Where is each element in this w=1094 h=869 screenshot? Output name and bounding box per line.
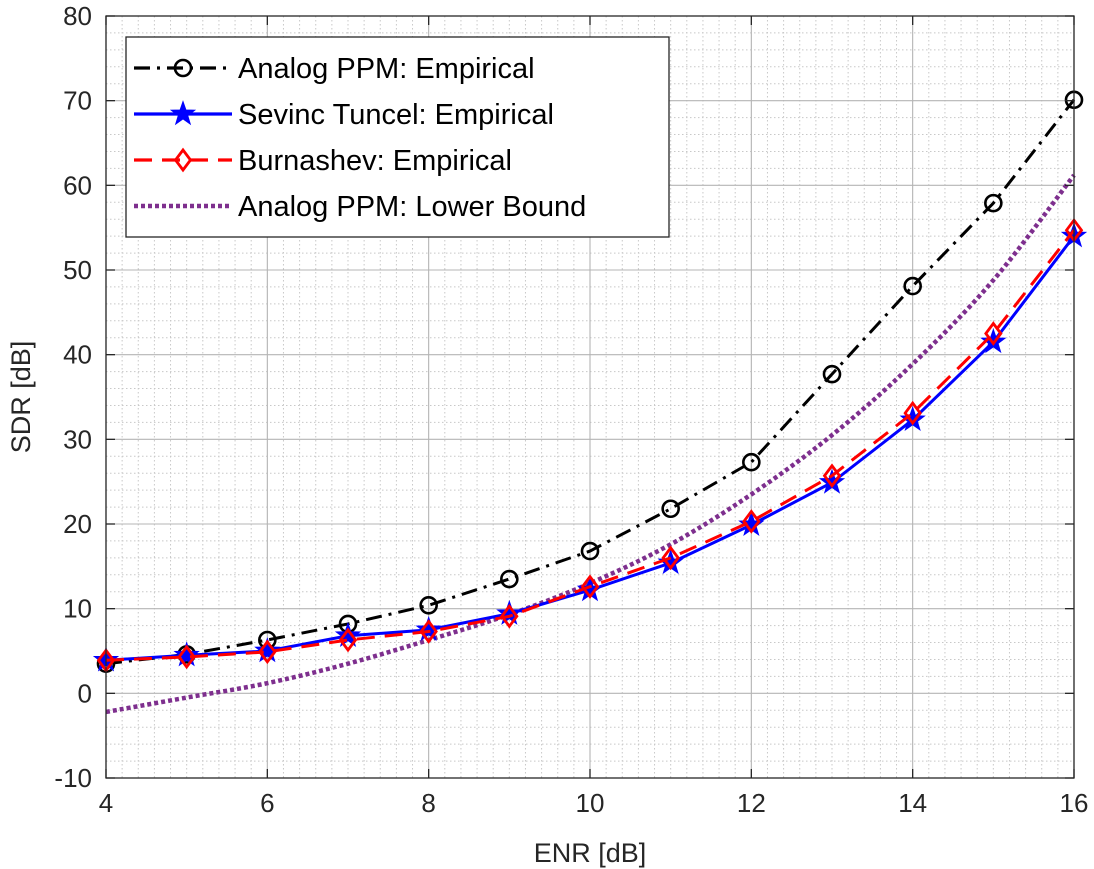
- legend-item: Analog PPM: Empirical: [134, 53, 535, 85]
- data-point-circle: [984, 193, 1003, 213]
- y-tick-label: 70: [63, 86, 92, 116]
- y-tick-label: 50: [63, 255, 92, 285]
- legend-swatch-marker: [173, 58, 193, 78]
- y-tick-label: -10: [54, 763, 92, 793]
- x-tick-labels: 4 6 8 10 12 14 16: [99, 788, 1089, 818]
- legend-item: Burnashev: Empirical: [134, 145, 512, 177]
- y-tick-label: 80: [63, 1, 92, 31]
- legend-label: Analog PPM: Lower Bound: [238, 191, 586, 223]
- data-point-diamond: [903, 400, 922, 426]
- legend-item: Sevinc Tuncel: Empirical: [134, 99, 554, 131]
- y-tick-label: 20: [63, 509, 92, 539]
- data-point-circle: [580, 541, 600, 561]
- y-tick-labels: -10 0 10 20 30 40 50 60 70 80: [54, 1, 92, 793]
- data-point-diamond: [500, 603, 519, 629]
- legend-swatch-marker: [173, 147, 193, 173]
- x-tick-label: 16: [1060, 788, 1089, 818]
- legend-item: Analog PPM: Lower Bound: [134, 191, 586, 223]
- y-tick-label: 10: [63, 594, 92, 624]
- data-point-star: [496, 599, 523, 625]
- series-line: [105, 98, 1076, 666]
- data-point-diamond: [580, 574, 600, 599]
- data-point-diamond: [742, 509, 761, 534]
- series-analog-ppm-lower-bound: [105, 173, 1076, 715]
- series-line: [105, 229, 1076, 662]
- series-line: [105, 173, 1076, 715]
- y-tick-label: 30: [63, 424, 92, 454]
- series-layer: [92, 90, 1088, 715]
- data-point-diamond: [822, 463, 842, 489]
- legend-label: Analog PPM: Empirical: [238, 53, 535, 85]
- y-tick-label: 40: [63, 340, 92, 370]
- series-burnashev-empirical: [96, 217, 1084, 673]
- data-point-circle: [903, 276, 922, 296]
- legend-box: [125, 36, 670, 238]
- legend-label: Sevinc Tuncel: Empirical: [238, 99, 554, 131]
- data-point-star: [173, 641, 200, 667]
- data-point-circle: [742, 452, 761, 472]
- y-tick-label: 0: [78, 678, 92, 708]
- y-axis-label: SDR [dB]: [6, 341, 36, 454]
- data-point-diamond: [419, 619, 438, 644]
- legend-swatch-marker: [169, 100, 197, 126]
- data-point-diamond: [338, 627, 358, 653]
- y-tick-label: 60: [63, 170, 92, 200]
- data-point-star: [334, 621, 362, 647]
- legend-label: Burnashev: Empirical: [238, 145, 512, 177]
- legend: Analog PPM: Empirical Sevinc Tuncel: Empi…: [125, 36, 670, 238]
- x-tick-label: 4: [99, 788, 113, 818]
- data-point-diamond: [984, 321, 1003, 346]
- x-tick-label: 10: [576, 788, 605, 818]
- data-point-diamond: [258, 639, 277, 665]
- data-point-circle: [419, 595, 438, 615]
- axis-ticks: [105, 15, 1075, 779]
- x-tick-label: 12: [737, 788, 766, 818]
- x-tick-label: 6: [260, 788, 274, 818]
- x-tick-label: 8: [421, 788, 435, 818]
- data-point-circle: [822, 364, 842, 384]
- data-point-star: [980, 328, 1007, 354]
- x-axis-label: ENR [dB]: [534, 838, 647, 868]
- data-point-diamond: [177, 644, 196, 670]
- data-point-circle: [500, 569, 519, 589]
- data-point-star: [254, 637, 281, 663]
- data-point-circle: [661, 499, 680, 519]
- data-point-diamond: [661, 545, 680, 571]
- data-point-star: [415, 616, 442, 642]
- x-tick-label: 14: [898, 788, 927, 818]
- series-sevinc-tuncel-empirical: [92, 222, 1088, 672]
